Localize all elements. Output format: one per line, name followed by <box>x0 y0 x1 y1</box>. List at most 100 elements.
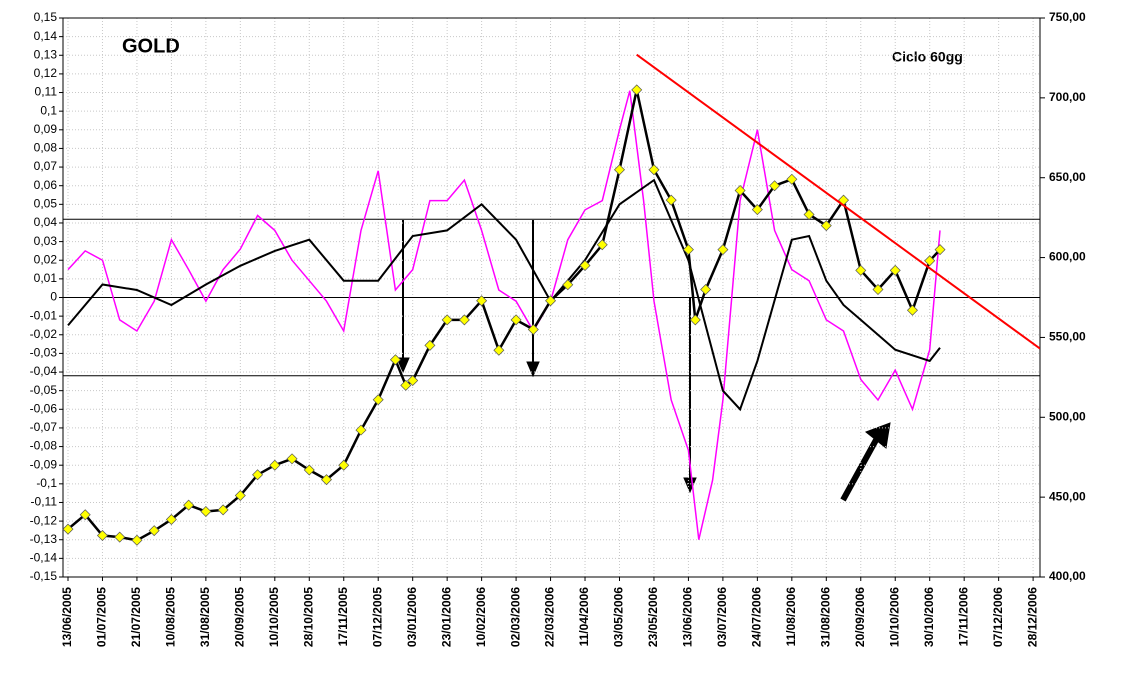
marker <box>717 244 729 256</box>
x-tick-label: 10/02/2006 <box>474 587 488 647</box>
y-tick-label: 0,04 <box>34 215 58 229</box>
series-line <box>67 90 941 540</box>
marker <box>510 314 522 326</box>
marker <box>689 314 701 326</box>
y-tick-label: -0,1 <box>36 476 57 490</box>
marker <box>114 531 126 543</box>
marker <box>751 204 763 216</box>
y-tick-label: 0,12 <box>34 66 58 80</box>
marker <box>786 173 798 185</box>
x-tick-label: 03/05/2006 <box>612 587 626 647</box>
marker <box>803 208 815 220</box>
marker <box>631 84 643 96</box>
x-tick-label: 21/07/2005 <box>129 587 143 647</box>
y2-tick-label: 500,00 <box>1049 409 1086 423</box>
x-tick-label: 20/09/2006 <box>853 587 867 647</box>
marker <box>62 523 74 535</box>
y-tick-label: -0,13 <box>30 532 58 546</box>
x-tick-label: 02/03/2006 <box>508 587 522 647</box>
y-tick-label: 0,01 <box>34 271 58 285</box>
x-tick-label: 01/07/2005 <box>95 587 109 647</box>
y-tick-label: 0,07 <box>34 159 58 173</box>
arrows <box>396 220 891 502</box>
x-tick-label: 31/08/2005 <box>198 587 212 647</box>
marker <box>389 354 401 366</box>
marker <box>613 164 625 176</box>
chart-subtitle: Ciclo 60gg <box>892 49 963 65</box>
marker <box>200 506 212 518</box>
marker <box>234 490 246 502</box>
y-tick-label: 0,08 <box>34 141 58 155</box>
x-tick-label: 28/12/2006 <box>1025 587 1039 647</box>
series-line <box>67 89 941 542</box>
y-tick-label: -0,11 <box>31 495 58 509</box>
marker <box>734 184 746 196</box>
marker <box>476 295 488 307</box>
y-tick-label: -0,09 <box>30 457 58 471</box>
marker <box>579 260 591 272</box>
marker <box>372 394 384 406</box>
y2-tick-label: 550,00 <box>1049 330 1086 344</box>
series-line <box>636 53 1040 350</box>
marker <box>889 264 901 276</box>
y-tick-label: -0,14 <box>30 551 58 565</box>
y-tick-label: 0,02 <box>34 252 58 266</box>
marker <box>527 323 539 335</box>
y-tick-label: 0,1 <box>40 103 57 117</box>
x-tick-label: 23/05/2006 <box>646 587 660 647</box>
y2-tick-label: 450,00 <box>1049 489 1086 503</box>
marker <box>338 459 350 471</box>
y2-tick-label: 750,00 <box>1049 10 1086 24</box>
marker <box>855 264 867 276</box>
y-tick-label: 0,14 <box>34 29 58 43</box>
marker <box>407 375 419 387</box>
marker <box>252 469 264 481</box>
marker <box>165 514 177 525</box>
y2-tick-label: 400,00 <box>1049 569 1086 583</box>
y-tick-label: -0,15 <box>30 569 58 583</box>
marker <box>424 339 436 351</box>
x-tick-label: 10/08/2005 <box>164 587 178 647</box>
y-tick-label: -0,04 <box>30 364 58 378</box>
x-tick-label: 10/10/2005 <box>267 587 281 647</box>
marker <box>131 534 143 546</box>
y2-tick-label: 600,00 <box>1049 250 1086 264</box>
x-tick-label: 28/10/2005 <box>301 587 315 647</box>
x-tick-label: 22/03/2006 <box>543 587 557 647</box>
marker <box>562 279 574 291</box>
x-tick-label: 23/01/2006 <box>439 587 453 647</box>
y-tick-label: -0,01 <box>30 308 58 322</box>
marker <box>493 344 505 356</box>
marker <box>269 459 281 471</box>
y-tick-label: -0,03 <box>30 346 58 360</box>
x-tick-label: 20/09/2005 <box>233 587 247 647</box>
x-tick-label: 03/01/2006 <box>405 587 419 647</box>
x-tick-label: 13/06/2006 <box>681 587 695 647</box>
marker <box>700 284 712 296</box>
y-tick-label: 0,13 <box>34 47 58 61</box>
y-tick-label: 0 <box>50 290 57 304</box>
y-tick-label: 0,03 <box>34 234 58 248</box>
y2-tick-label: 700,00 <box>1049 90 1086 104</box>
x-tick-label: 11/04/2006 <box>577 587 591 647</box>
chart-title: GOLD <box>122 35 180 57</box>
marker <box>665 194 677 206</box>
marker <box>648 164 660 176</box>
marker <box>906 304 918 316</box>
x-tick-label: 10/10/2006 <box>887 587 901 647</box>
x-tick-label: 17/11/2005 <box>336 587 350 647</box>
x-tick-label: 07/12/2005 <box>370 587 384 647</box>
marker <box>441 314 453 326</box>
y-tick-label: -0,05 <box>30 383 58 397</box>
y-tick-label: 0,06 <box>34 178 58 192</box>
marker <box>400 379 412 391</box>
marker <box>321 474 333 486</box>
y-tick-label: -0,07 <box>30 420 58 434</box>
marker <box>458 314 470 326</box>
marker <box>183 499 195 511</box>
y-tick-label: -0,02 <box>30 327 58 341</box>
marker <box>148 525 160 537</box>
marker <box>820 220 832 232</box>
x-tick-label: 31/08/2006 <box>818 587 832 647</box>
